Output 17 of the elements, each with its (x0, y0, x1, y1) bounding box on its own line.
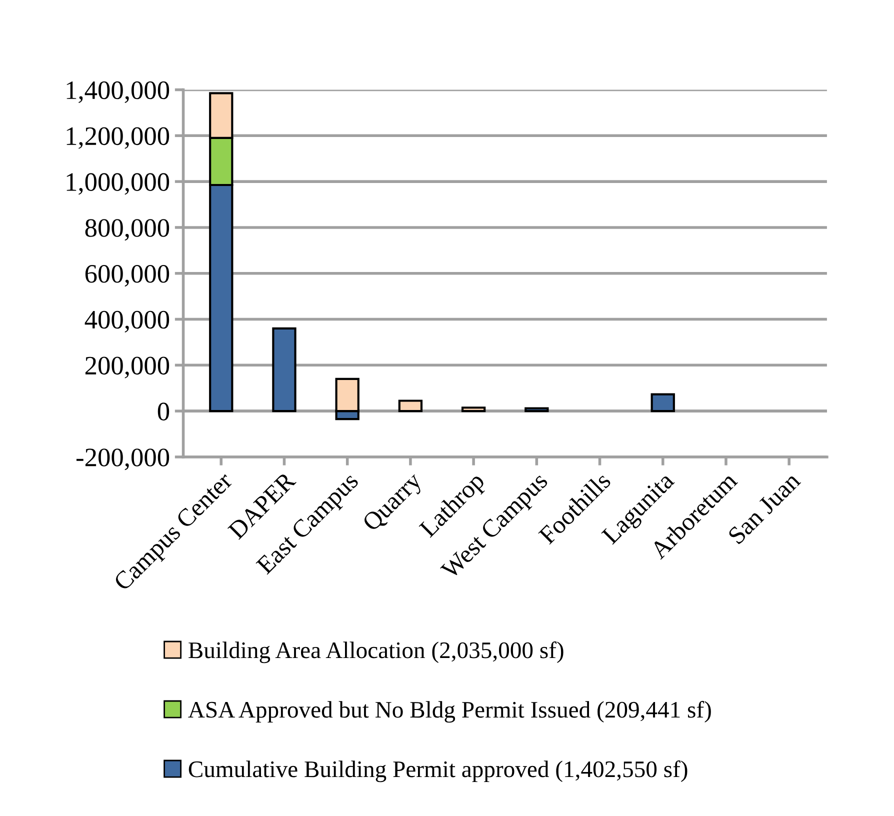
y-tick-label: 1,400,000 (66, 81, 170, 103)
legend-label: Building Area Allocation (2,035,000 sf) (188, 641, 564, 664)
bar (272, 327, 296, 412)
y-tick-label: 200,000 (85, 356, 170, 378)
bar (398, 400, 423, 412)
y-tick-label: 400,000 (84, 310, 170, 332)
bar (461, 406, 486, 412)
y-tick-label: -200,000 (76, 448, 170, 470)
bar (524, 407, 549, 412)
legend-label: Cumulative Building Permit approved (1,402,550 sf) (188, 760, 688, 782)
y-tick-label: 0 (158, 402, 170, 420)
legend-label: ASA Approved but No Bldg Permit Issued (209,441 sf) (188, 700, 711, 723)
y-tick-label: 800,000 (85, 219, 170, 241)
y-tick-label: 1,200,000 (66, 127, 170, 149)
y-tick-label: 600,000 (85, 264, 170, 287)
y-tick-label: 1,000,000 (66, 173, 170, 195)
bar (650, 393, 675, 412)
